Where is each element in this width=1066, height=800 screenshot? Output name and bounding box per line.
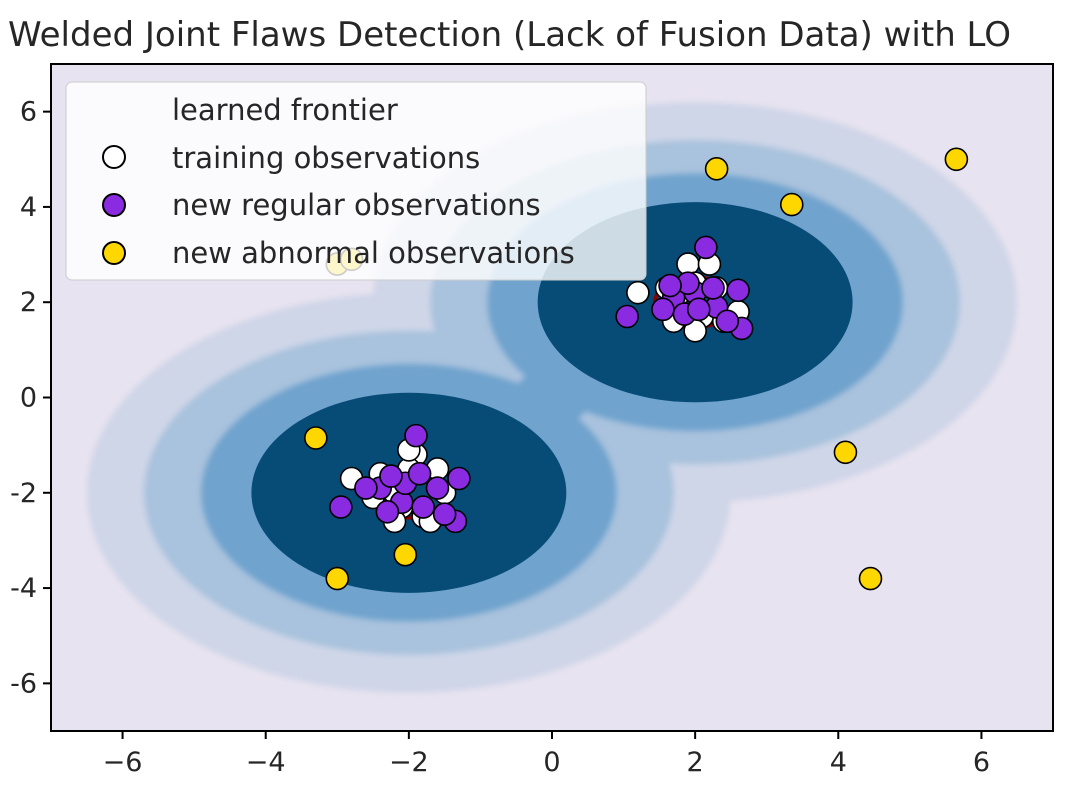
regular-point bbox=[726, 278, 750, 303]
legend-label-frontier: learned frontier bbox=[172, 93, 398, 127]
abnormal-point bbox=[325, 566, 350, 591]
abnormal-point bbox=[304, 426, 328, 450]
legend-label-training: training observations bbox=[172, 141, 480, 175]
regular-point bbox=[407, 461, 432, 486]
regular-point bbox=[411, 495, 435, 519]
x-tick-label: 4 bbox=[830, 747, 847, 778]
regular-point bbox=[615, 304, 639, 329]
regular-point bbox=[379, 464, 403, 488]
legend-marker-training bbox=[102, 145, 126, 169]
regular-point bbox=[658, 273, 682, 298]
abnormal-point bbox=[704, 157, 729, 181]
regular-point bbox=[686, 297, 711, 322]
x-tick-label: 6 bbox=[973, 747, 990, 778]
legend-box bbox=[65, 81, 647, 281]
regular-point bbox=[447, 466, 471, 491]
abnormal-point bbox=[779, 192, 804, 217]
y-tick-label: -4 bbox=[10, 573, 37, 604]
x-tick-label: −6 bbox=[103, 747, 143, 778]
y-tick-label: 0 bbox=[20, 383, 37, 414]
y-tick-label: 2 bbox=[20, 287, 37, 318]
plot-area: learned frontier training observations n… bbox=[51, 64, 1053, 731]
regular-point bbox=[701, 276, 725, 300]
training-point bbox=[626, 280, 650, 305]
regular-point bbox=[404, 423, 428, 448]
legend-label-abnormal: new abnormal observations bbox=[172, 236, 575, 270]
abnormal-point bbox=[858, 566, 883, 591]
abnormal-point bbox=[393, 542, 418, 567]
regular-point bbox=[354, 476, 378, 500]
regular-point bbox=[715, 309, 740, 334]
chart-title: Welded Joint Flaws Detection (Lack of Fu… bbox=[8, 15, 1011, 55]
regular-point bbox=[432, 502, 457, 527]
legend-marker-abnormal bbox=[102, 241, 126, 265]
x-axis: −6 −4 −2 0 2 4 6 bbox=[103, 731, 990, 778]
y-axis: -6 -4 -2 0 2 4 6 bbox=[10, 97, 51, 699]
abnormal-point bbox=[944, 147, 969, 172]
x-tick-label: 2 bbox=[687, 747, 704, 778]
regular-point bbox=[425, 476, 450, 500]
y-tick-label: 6 bbox=[20, 97, 37, 128]
y-tick-label: -2 bbox=[10, 478, 37, 509]
legend-marker-regular bbox=[102, 193, 126, 217]
regular-point bbox=[651, 297, 675, 322]
regular-point bbox=[694, 235, 718, 260]
series-regular bbox=[329, 235, 754, 534]
x-tick-label: 0 bbox=[543, 747, 560, 778]
y-tick-label: 4 bbox=[20, 192, 37, 223]
regular-point bbox=[329, 495, 353, 519]
scatter-points bbox=[304, 147, 969, 591]
abnormal-point bbox=[833, 440, 858, 465]
x-tick-label: −4 bbox=[246, 747, 286, 778]
x-tick-label: −2 bbox=[389, 747, 429, 778]
legend-label-regular: new regular observations bbox=[172, 188, 541, 222]
legend: learned frontier training observations n… bbox=[65, 81, 647, 281]
regular-point bbox=[375, 500, 400, 524]
y-tick-label: -6 bbox=[10, 668, 37, 699]
